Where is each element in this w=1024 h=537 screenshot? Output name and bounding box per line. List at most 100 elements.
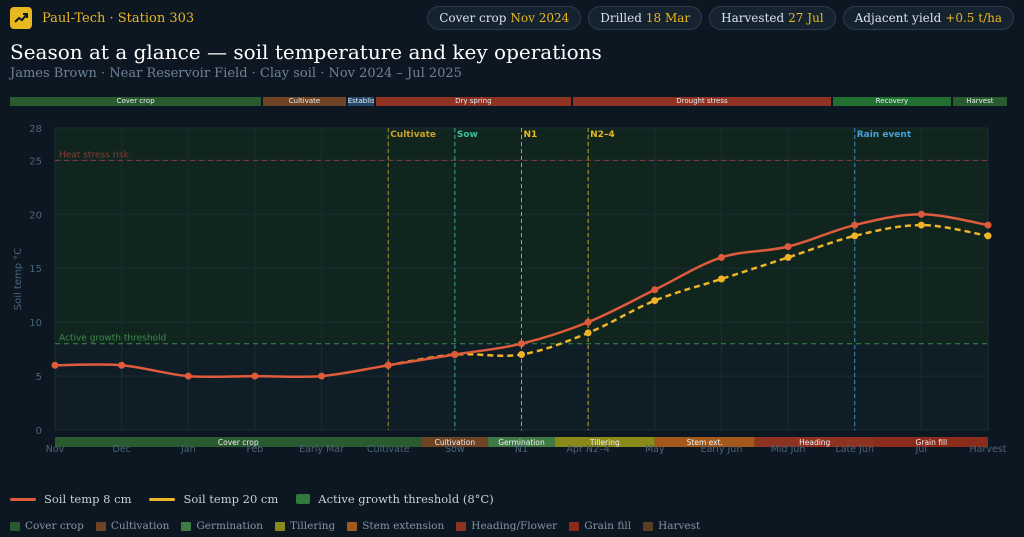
stage-band: [488, 437, 555, 447]
data-point: [118, 361, 126, 369]
pill-label: Adjacent yield: [854, 11, 942, 25]
data-point: [984, 232, 992, 240]
series-line: [388, 223, 989, 367]
top-bar: Paul-Tech · Station 303 Cover crop Nov 20…: [0, 0, 1024, 36]
brand[interactable]: Paul-Tech · Station 303: [10, 7, 194, 29]
stage-band-label: Cover crop: [218, 438, 259, 447]
stage-legend-item[interactable]: Germination: [181, 520, 263, 532]
legend-swatch: [10, 497, 36, 501]
legend-item[interactable]: Soil temp 20 cm: [149, 492, 278, 506]
x-tick-label: Harvest: [969, 444, 1006, 455]
y-tick-label: 10: [29, 318, 42, 329]
stage-band: [421, 437, 489, 447]
stage-band: [554, 437, 655, 447]
legend-label: Active growth threshold (8°C): [318, 492, 494, 506]
y-tick-label: 15: [29, 264, 42, 275]
data-point: [251, 372, 259, 380]
pill-value: 18 Mar: [645, 11, 691, 25]
event-label: Sow: [457, 130, 478, 140]
stage-band-label: Heading: [799, 438, 830, 447]
data-point: [917, 221, 925, 229]
data-point: [784, 243, 792, 251]
data-point: [851, 221, 859, 229]
legend-label: Cover crop: [25, 520, 84, 532]
legend-swatch: [275, 521, 286, 531]
stage-band-label: Grain fill: [916, 438, 948, 447]
pill-value: Nov 2024: [510, 11, 570, 25]
stage-legend-item[interactable]: Heading/Flower: [456, 520, 557, 532]
data-point: [651, 286, 659, 294]
data-point: [451, 351, 459, 358]
season-segment: Cultivate: [263, 97, 346, 106]
stage-band: [654, 437, 755, 447]
data-point: [318, 372, 326, 380]
season-segment: Harvest: [952, 97, 1007, 106]
stage-band: [874, 437, 988, 447]
data-point: [518, 340, 525, 348]
event-label: N2–4: [590, 130, 615, 140]
legend-swatch: [296, 494, 311, 504]
x-tick-label: Dec: [112, 444, 130, 455]
legend-swatch: [149, 497, 176, 501]
pill-adjacent-yield[interactable]: Adjacent yield +0.5 t/ha: [842, 6, 1014, 30]
brand-name: Paul-Tech · Station 303: [42, 10, 195, 26]
legend-swatch: [10, 521, 20, 531]
pill-drilled[interactable]: Drilled 18 Mar: [588, 6, 703, 30]
legend-label: Heading/Flower: [471, 520, 558, 532]
data-point: [984, 221, 992, 229]
x-tick-label: Cultivate: [367, 444, 410, 455]
pill-label: Harvested: [721, 11, 785, 25]
data-point: [717, 275, 725, 283]
stage-legend: Cover crop Cultivation Germination Tillerin…: [10, 520, 700, 532]
stage-band-label: Germination: [498, 438, 545, 447]
season-segment: Recovery: [833, 97, 951, 106]
data-point: [784, 253, 792, 261]
legend-label: Soil temp 8 cm: [44, 492, 132, 506]
pill-harvested[interactable]: Harvested 27 Jul: [709, 6, 836, 30]
x-tick-label: Late Jun: [835, 444, 874, 455]
pill-cover-crop[interactable]: Cover crop Nov 2024: [427, 6, 582, 30]
data-point: [584, 318, 592, 326]
pill-label: Cover crop: [439, 11, 507, 25]
legend-swatch: [347, 521, 358, 531]
y-axis-label: Soil temp °C: [13, 248, 24, 311]
y-tick-label: 20: [29, 210, 42, 221]
stage-legend-item[interactable]: Tillering: [275, 520, 335, 532]
x-tick-label: Early Jun: [700, 444, 742, 455]
legend-item[interactable]: Soil temp 8 cm: [10, 492, 131, 506]
data-point: [917, 210, 925, 218]
legend-item[interactable]: Active growth threshold (8°C): [296, 492, 494, 506]
stage-legend-item[interactable]: Cover crop: [10, 520, 84, 532]
legend-label: Tillering: [290, 520, 336, 532]
data-point: [584, 329, 592, 337]
event-label: N1: [524, 130, 538, 140]
stage-legend-item[interactable]: Grain fill: [569, 520, 631, 532]
series-legend: Soil temp 8 cm Soil temp 20 cm Active grow…: [10, 492, 494, 506]
legend-swatch: [569, 521, 580, 531]
event-label: Cultivate: [390, 130, 436, 140]
reference-line-label: Active growth threshold: [59, 334, 166, 344]
event-label: Rain event: [857, 130, 912, 140]
stage-band-label: Cultivation: [435, 438, 476, 447]
trend-chart-icon: [10, 7, 32, 29]
data-point: [51, 361, 59, 369]
stage-legend-item[interactable]: Cultivation: [95, 520, 169, 532]
y-tick-label: 5: [36, 372, 42, 383]
soil-temp-chart: 0 5 10 15 20 25 28 Soil temp °C Heat stress risk…: [13, 124, 1007, 455]
legend-label: Stem extension: [362, 520, 445, 532]
stage-band-label: Tillering: [589, 438, 620, 447]
x-tick-label: Nov: [46, 444, 65, 455]
legend-swatch: [456, 521, 467, 531]
season-strip: Cover cropCultivateEstablishDry springDr…: [10, 97, 1009, 106]
season-segment: Drought stress: [572, 97, 832, 106]
pill-value: 27 Jul: [788, 11, 824, 25]
stage-legend-item[interactable]: Stem extension: [347, 520, 444, 532]
legend-label: Germination: [196, 520, 264, 532]
pill-label: Drilled: [600, 11, 642, 25]
data-point: [384, 361, 392, 369]
x-tick-label: May: [645, 444, 665, 455]
summary-pills: Cover crop Nov 2024 Drilled 18 Mar Harvest…: [427, 6, 1014, 30]
legend-label: Harvest: [658, 520, 701, 532]
pill-value: +0.5 t/ha: [945, 11, 1002, 25]
stage-legend-item[interactable]: Harvest: [643, 520, 700, 532]
